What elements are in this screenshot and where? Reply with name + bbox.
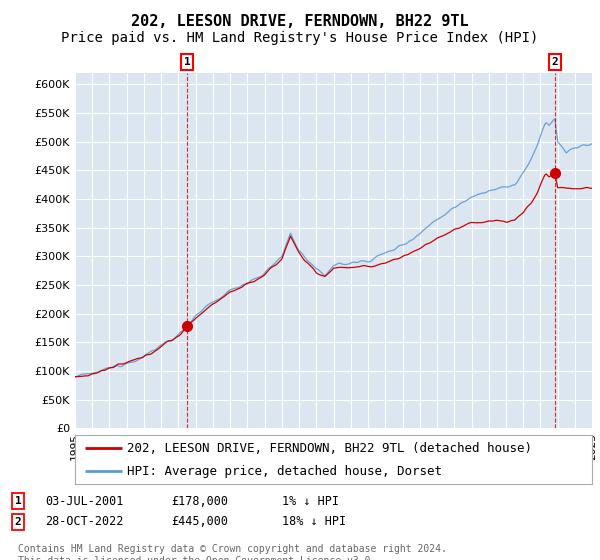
- Text: HPI: Average price, detached house, Dorset: HPI: Average price, detached house, Dors…: [127, 465, 442, 478]
- Text: 1: 1: [184, 57, 190, 67]
- Text: £445,000: £445,000: [171, 515, 228, 529]
- Text: Price paid vs. HM Land Registry's House Price Index (HPI): Price paid vs. HM Land Registry's House …: [61, 31, 539, 45]
- Text: 202, LEESON DRIVE, FERNDOWN, BH22 9TL: 202, LEESON DRIVE, FERNDOWN, BH22 9TL: [131, 14, 469, 29]
- Text: 1: 1: [14, 496, 22, 506]
- Text: 202, LEESON DRIVE, FERNDOWN, BH22 9TL (detached house): 202, LEESON DRIVE, FERNDOWN, BH22 9TL (d…: [127, 442, 532, 455]
- Text: 1% ↓ HPI: 1% ↓ HPI: [282, 494, 339, 508]
- Text: Contains HM Land Registry data © Crown copyright and database right 2024.
This d: Contains HM Land Registry data © Crown c…: [18, 544, 447, 560]
- Text: 28-OCT-2022: 28-OCT-2022: [45, 515, 124, 529]
- Text: 03-JUL-2001: 03-JUL-2001: [45, 494, 124, 508]
- Text: £178,000: £178,000: [171, 494, 228, 508]
- Text: 2: 2: [14, 517, 22, 527]
- Text: 2: 2: [551, 57, 558, 67]
- Text: 18% ↓ HPI: 18% ↓ HPI: [282, 515, 346, 529]
